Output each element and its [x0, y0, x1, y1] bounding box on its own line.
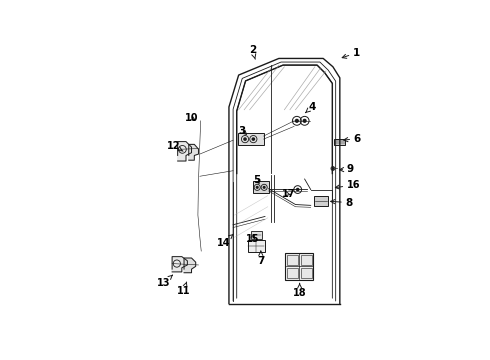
Text: 5: 5 [253, 175, 260, 185]
Text: 16: 16 [335, 180, 360, 190]
FancyBboxPatch shape [286, 253, 313, 280]
Bar [287, 268, 298, 278]
Text: 10: 10 [185, 113, 198, 123]
Text: 17: 17 [282, 189, 295, 199]
Text: 14: 14 [217, 234, 233, 248]
Polygon shape [178, 141, 192, 161]
Text: 4: 4 [306, 102, 316, 113]
Text: 3: 3 [239, 126, 246, 135]
Bar [287, 255, 298, 265]
Polygon shape [172, 257, 187, 272]
Text: 7: 7 [257, 251, 265, 266]
FancyBboxPatch shape [251, 231, 262, 239]
Circle shape [252, 138, 254, 140]
Polygon shape [184, 258, 196, 273]
FancyBboxPatch shape [314, 197, 328, 206]
Text: 11: 11 [176, 282, 190, 296]
Circle shape [263, 186, 265, 188]
Bar [301, 268, 312, 278]
Bar [301, 255, 312, 265]
Text: 9: 9 [340, 164, 354, 174]
Text: 13: 13 [157, 275, 172, 288]
FancyBboxPatch shape [248, 240, 265, 252]
Text: 2: 2 [249, 45, 256, 59]
Circle shape [244, 138, 246, 140]
FancyBboxPatch shape [253, 181, 269, 193]
FancyBboxPatch shape [238, 133, 264, 145]
Circle shape [332, 168, 334, 169]
Circle shape [303, 120, 306, 122]
Circle shape [256, 186, 258, 188]
Text: 1: 1 [342, 48, 360, 58]
Text: 8: 8 [331, 198, 353, 208]
Text: 6: 6 [343, 134, 361, 144]
Text: 12: 12 [167, 141, 183, 151]
Polygon shape [189, 144, 198, 160]
Text: 15: 15 [246, 234, 259, 244]
Circle shape [295, 120, 298, 122]
Circle shape [296, 188, 299, 191]
FancyBboxPatch shape [334, 139, 345, 145]
Text: 18: 18 [293, 283, 306, 298]
